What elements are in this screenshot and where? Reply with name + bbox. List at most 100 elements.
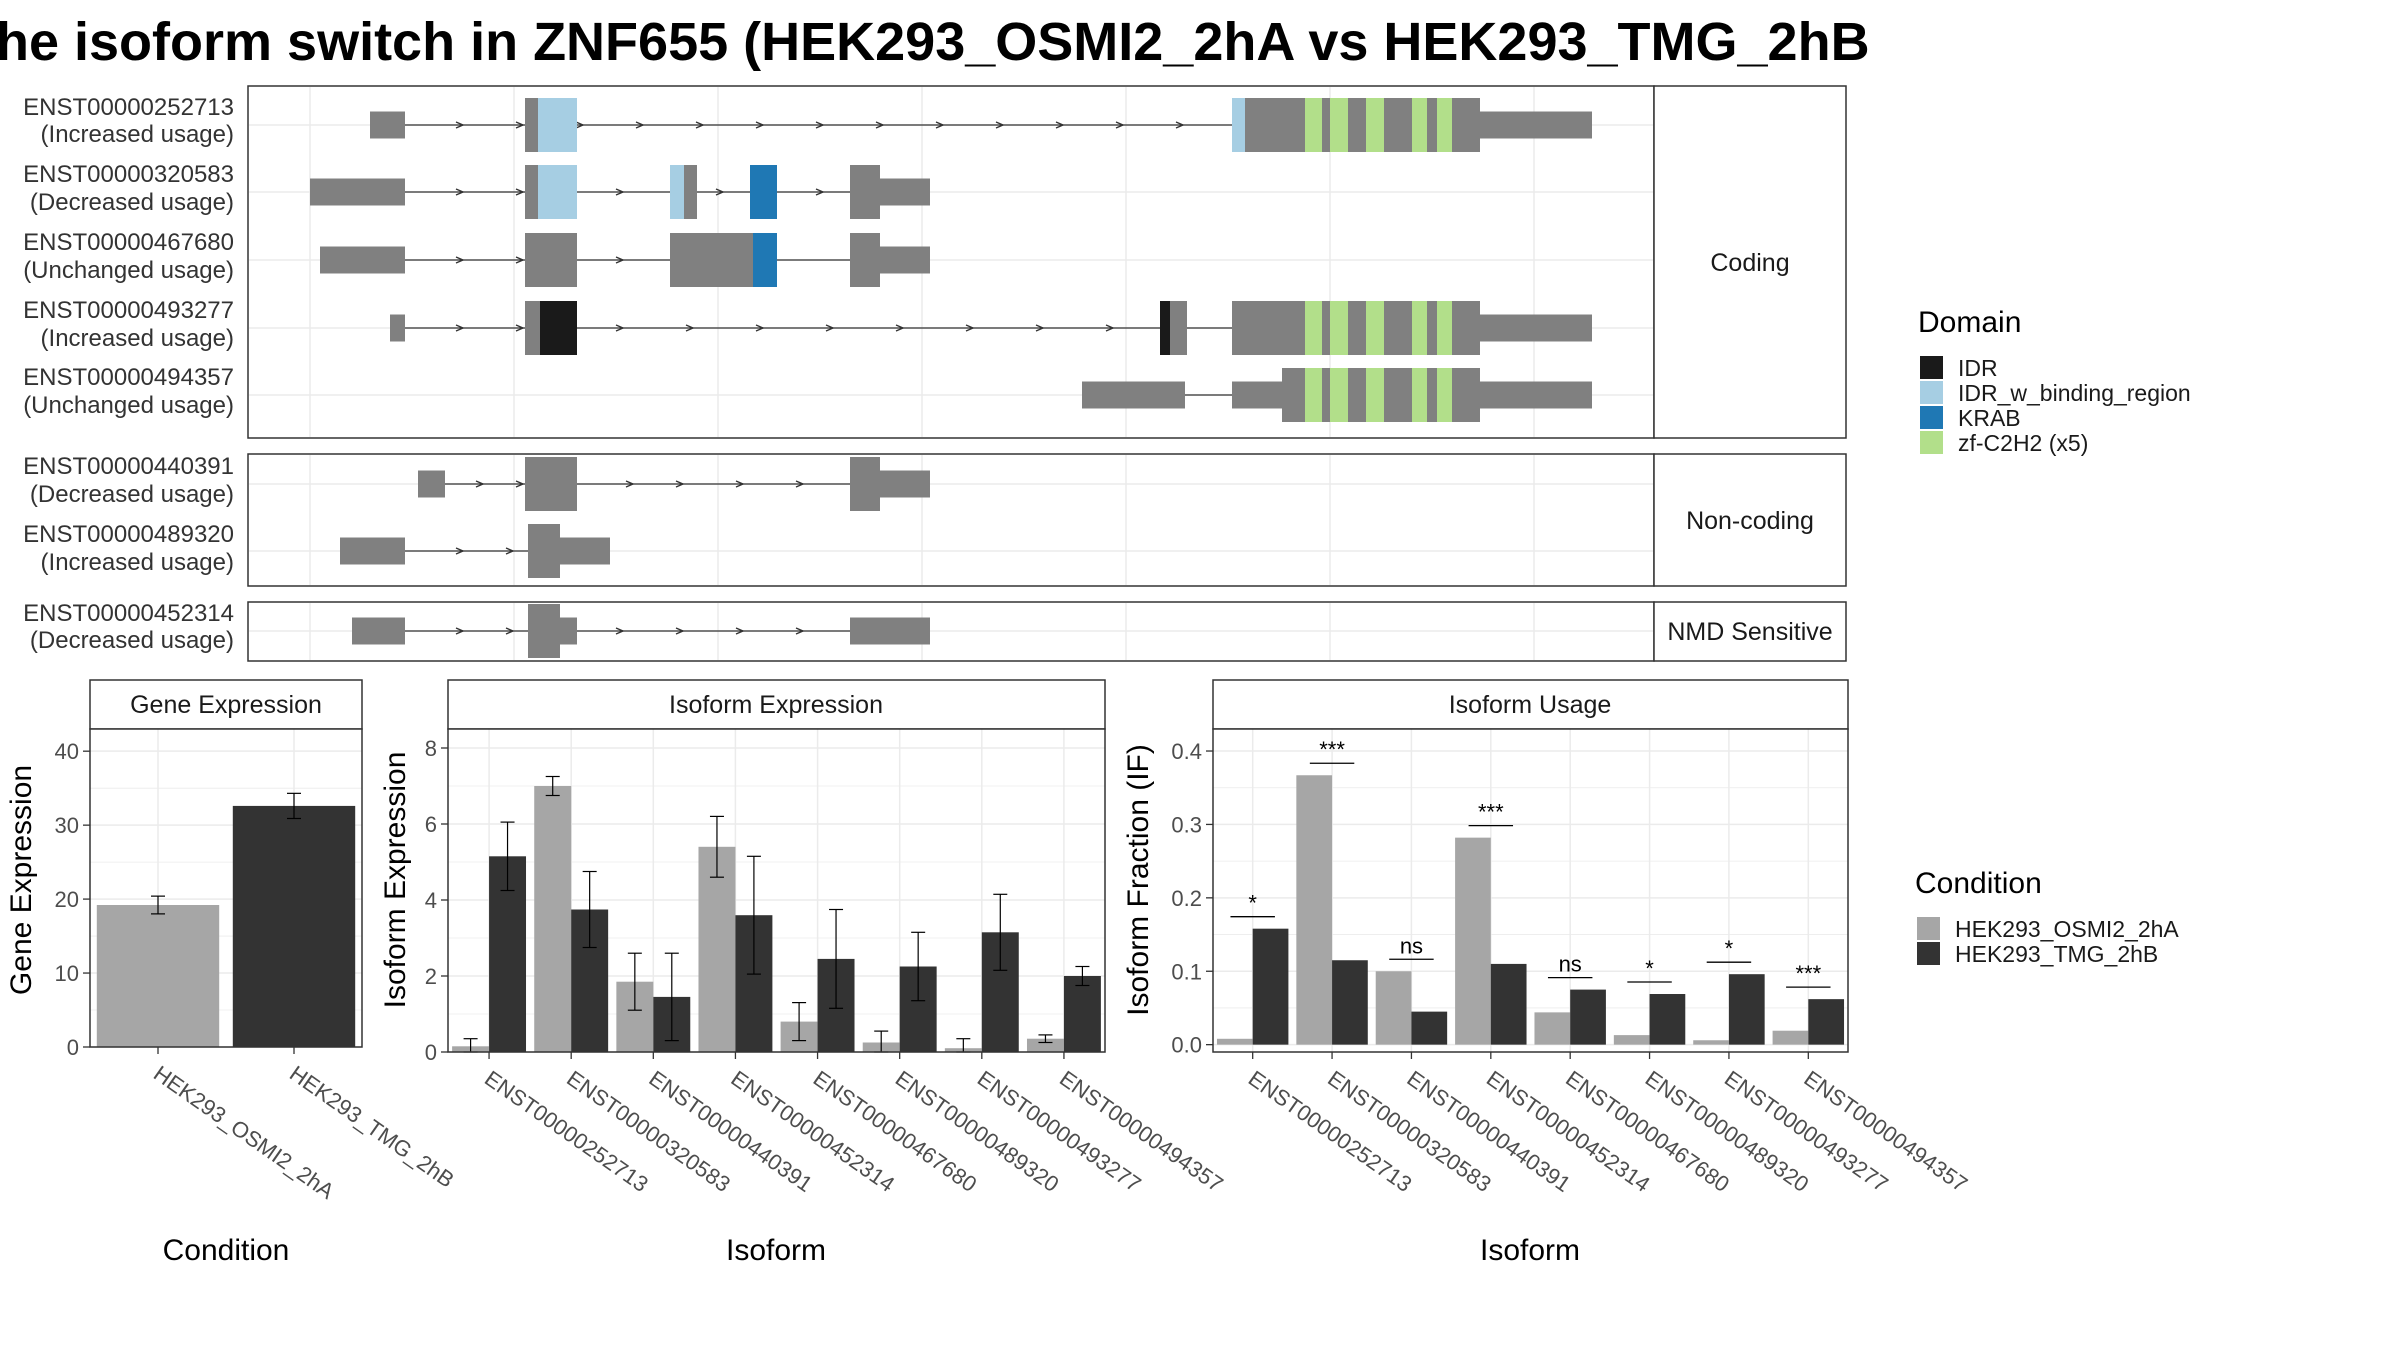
intron-arrow — [995, 121, 1005, 129]
y-tick-label: 2 — [425, 964, 437, 989]
domain-zf-c2h2-x5- — [1330, 98, 1348, 152]
facet-label-coding: Coding — [1710, 249, 1789, 277]
transcript-usage-label: (Decreased usage) — [30, 481, 234, 508]
coding-exon — [670, 233, 735, 287]
gene-expression-strip — [89, 679, 363, 730]
condition-legend-key — [1917, 917, 1940, 940]
intron-arrow — [1105, 324, 1115, 332]
intron-arrow — [505, 547, 515, 555]
y-tick-label: 0 — [425, 1040, 437, 1065]
structure-group-noncoding: Non-coding — [247, 453, 1847, 587]
intron-arrow — [455, 547, 465, 555]
intron-arrow — [515, 480, 525, 488]
utr-exon — [1480, 381, 1592, 409]
y-tick-label: 0.3 — [1171, 812, 1202, 837]
bar — [1411, 1011, 1448, 1045]
utr-exon — [418, 470, 445, 498]
domain-idr — [540, 301, 577, 355]
transcript-usage-label: (Unchanged usage) — [23, 257, 234, 284]
domain-legend-label: zf-C2H2 (x5) — [1958, 430, 2088, 456]
transcript-usage-label: (Decreased usage) — [30, 627, 234, 654]
intron-arrow — [935, 121, 945, 129]
bar — [1375, 971, 1412, 1045]
domain-legend-title: Domain — [1918, 306, 2021, 339]
intron-arrow — [715, 188, 725, 196]
intron-arrow — [795, 480, 805, 488]
transcript-id-label: ENST00000467680 — [23, 229, 234, 256]
figure-title: he isoform switch in ZNF655 (HEK293_OSMI… — [0, 12, 1870, 72]
bar — [1570, 989, 1606, 1045]
bar — [1332, 960, 1368, 1045]
domain-zf-c2h2-x5- — [1366, 98, 1384, 152]
intron-arrow — [615, 256, 625, 264]
bar — [1772, 1030, 1809, 1045]
utr-exon — [880, 178, 930, 206]
transcript-usage-label: (Increased usage) — [41, 325, 234, 352]
isoform-usage-xlabel: Isoform — [1480, 1234, 1580, 1267]
intron-arrow — [815, 188, 825, 196]
intron-arrow — [735, 480, 745, 488]
y-tick-label: 30 — [55, 813, 79, 838]
bar — [1252, 928, 1289, 1045]
domain-zf-c2h2-x5- — [1437, 368, 1452, 422]
significance-label: ns — [1400, 933, 1423, 958]
intron-arrow — [475, 480, 485, 488]
intron-arrow — [575, 121, 585, 129]
domain-krab — [750, 165, 777, 219]
domain-zf-c2h2-x5- — [1305, 368, 1322, 422]
domain-idr-w-binding-region — [538, 165, 577, 219]
gene-expression-xlabel: Condition — [163, 1234, 290, 1267]
intron-arrow — [515, 324, 525, 332]
coding-exon — [850, 233, 880, 287]
plot-border — [1212, 728, 1849, 1053]
domain-idr-w-binding-region — [1232, 98, 1245, 152]
domain-zf-c2h2-x5- — [1412, 98, 1427, 152]
transcript-usage-label: (Unchanged usage) — [23, 392, 234, 419]
bar — [1613, 1035, 1650, 1045]
y-tick-label: 4 — [425, 888, 437, 913]
intron-arrow — [735, 627, 745, 635]
facet-label-nmd: NMD Sensitive — [1667, 618, 1832, 646]
utr-exon — [340, 537, 405, 565]
domain-legend-label: KRAB — [1958, 405, 2021, 431]
domain-legend-key — [1920, 356, 1943, 379]
domain-zf-c2h2-x5- — [1412, 301, 1427, 355]
facet-strip-nmd — [1653, 601, 1847, 662]
y-tick-label: 40 — [55, 739, 79, 764]
intron-arrow — [875, 121, 885, 129]
bar — [1455, 837, 1491, 1045]
intron-arrow — [1055, 121, 1065, 129]
y-tick-label: 20 — [55, 887, 79, 912]
utr-exon — [560, 537, 610, 565]
domain-zf-c2h2-x5- — [1330, 368, 1348, 422]
transcript-id-label: ENST00000494357 — [23, 364, 234, 391]
domain-zf-c2h2-x5- — [1305, 98, 1322, 152]
isoform-expression-strip-title: Isoform Expression — [669, 691, 883, 719]
bar — [1728, 974, 1765, 1045]
intron-arrow — [615, 627, 625, 635]
intron-arrow — [515, 188, 525, 196]
intron-arrow — [505, 627, 515, 635]
coding-exon — [528, 604, 560, 658]
transcript-id-label: ENST00000489320 — [23, 521, 234, 548]
utr-exon — [880, 246, 930, 274]
intron-arrow — [515, 121, 525, 129]
isoform-usage-ylabel: Isoform Fraction (IF) — [1122, 744, 1155, 1016]
bar — [232, 805, 356, 1047]
bar — [534, 786, 572, 1052]
bar — [96, 905, 220, 1047]
significance-label: *** — [1478, 800, 1504, 825]
transcript-id-label: ENST00000252713 — [23, 94, 234, 121]
domain-zf-c2h2-x5- — [1437, 98, 1452, 152]
utr-exon — [390, 314, 405, 342]
gene-expression-ylabel: Gene Expression — [5, 765, 38, 995]
facet-label-noncoding: Non-coding — [1686, 507, 1814, 535]
domain-zf-c2h2-x5- — [1366, 301, 1384, 355]
intron-arrow — [635, 121, 645, 129]
domain-zf-c2h2-x5- — [1366, 368, 1384, 422]
domain-zf-c2h2-x5- — [1437, 301, 1452, 355]
y-tick-label: 10 — [55, 961, 79, 986]
bar — [1296, 775, 1333, 1045]
